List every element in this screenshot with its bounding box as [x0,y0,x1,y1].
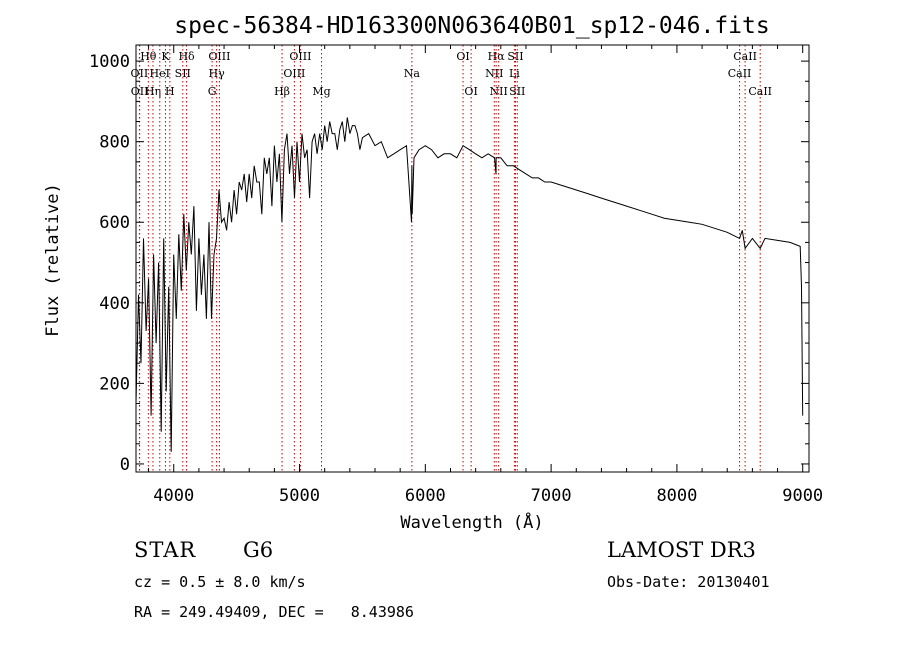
x-axis-label: Wavelength (Å) [400,511,543,533]
line-marker-label-2: OII [131,85,149,98]
line-marker-label-17: OI [456,50,469,63]
line-marker-label-14: OIII [283,67,305,80]
line-marker-label-15: Mg [312,85,330,98]
line-marker-label-9: OIII [208,50,230,63]
line-marker-label-23: Li [509,67,520,80]
y-tick-label-5: 1000 [89,52,130,72]
x-tick-label-5: 9000 [782,486,823,506]
line-marker-label-21: NII [490,85,508,98]
y-tick-label-3: 600 [99,213,130,233]
line-marker-label-27: CaII [748,85,772,98]
line-marker-label-4: HeI [150,67,170,80]
plot-frame [135,44,810,473]
line-marker-label-22: SII [507,50,523,63]
y-tick-label-1: 200 [99,374,130,394]
line-marker-label-5: K [161,50,170,63]
spectrum-line [135,117,804,452]
line-marker-label-24: SII [509,85,525,98]
y-tick-label-2: 400 [99,294,130,314]
spectrum-chart: spec-56384-HD163300N063640B01_sp12-046.f… [43,13,823,533]
axis-ticks: 4000 5000 6000 7000 8000 9000 0 200 400 600 800 100… [89,45,823,506]
line-marker-label-25: CaII [733,50,757,63]
survey-name: LAMOST DR3 [607,538,756,562]
line-marker-label-20: NII [485,67,503,80]
line-marker-label-12: Hβ [274,85,290,98]
x-tick-label-0: 4000 [153,486,194,506]
line-marker-label-10: Hγ [209,67,226,80]
line-marker-label-26: CaII [728,67,752,80]
object-class: STAR [134,538,197,562]
line-marker-label-13: OIII [289,50,311,63]
redshift-value: cz = 0.5 ± 8.0 km/s [134,573,306,591]
y-tick-label-4: 800 [99,133,130,153]
line-marker-label-7: SII [175,67,191,80]
line-marker-label-6: H [165,85,175,98]
x-tick-label-2: 6000 [405,486,446,506]
x-tick-label-4: 8000 [656,486,697,506]
coordinates: RA = 249.49409, DEC = 8.43986 [134,603,414,621]
line-marker-label-8: Hδ [178,50,195,63]
x-tick-label-1: 5000 [279,486,320,506]
y-tick-label-0: 0 [120,455,130,475]
observation-date: Obs-Date: 20130401 [607,573,770,591]
line-marker-label-19: Hα [488,50,506,63]
line-marker-label-3: Hη [145,85,161,98]
y-axis-label: Flux (relative) [43,183,63,337]
spectral-subclass: G6 [243,538,274,562]
line-marker-label-11: G [208,85,217,98]
line-marker-label-16: Na [404,67,421,80]
x-tick-label-3: 7000 [531,486,572,506]
chart-title: spec-56384-HD163300N063640B01_sp12-046.f… [174,13,769,39]
line-marker-label-18: OI [464,85,477,98]
